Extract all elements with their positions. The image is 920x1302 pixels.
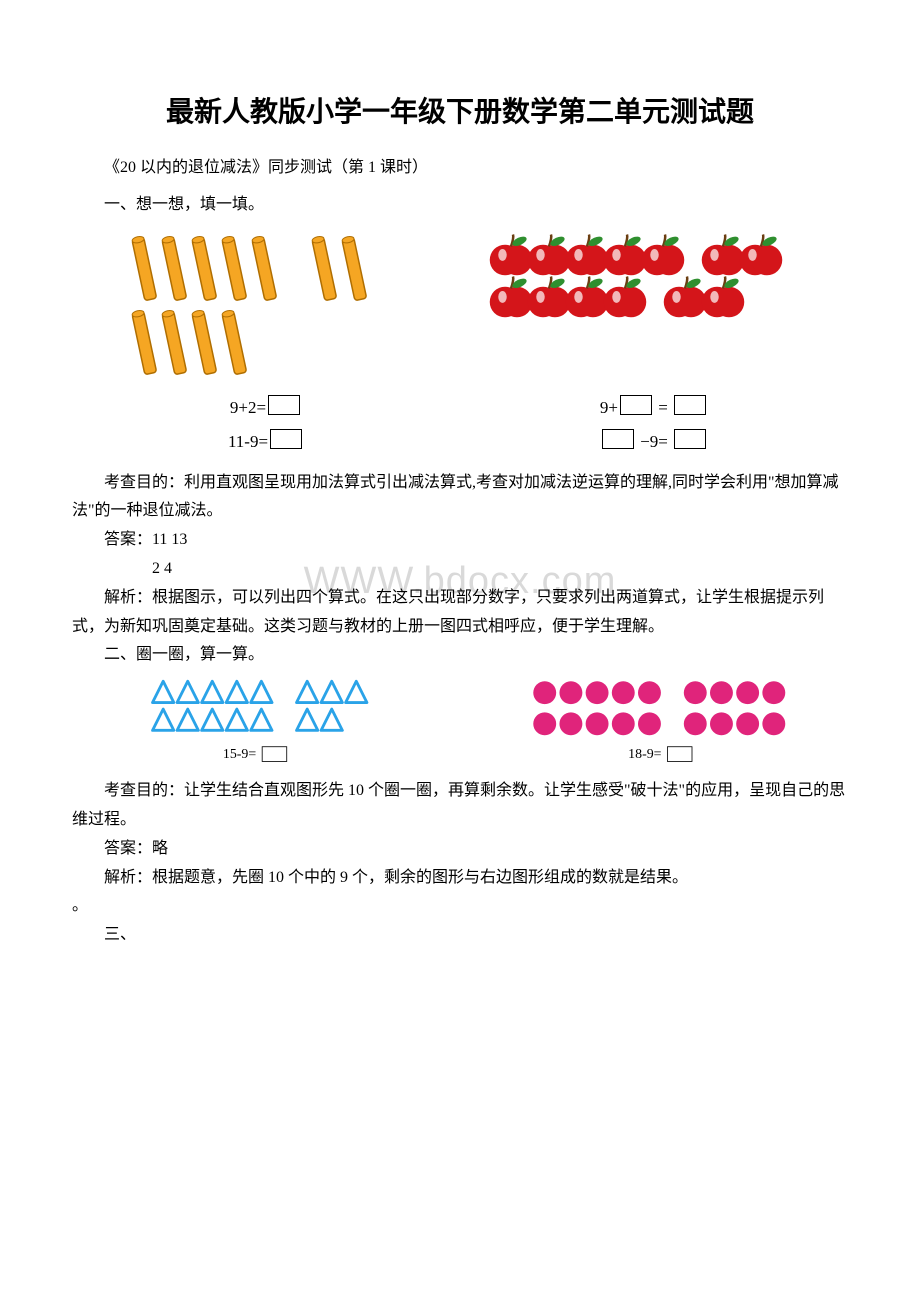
section1-analysis: 解析：根据图示，可以列出四个算式。在这只出现部分数字，只要求列出两道算式，让学生… [72,584,848,642]
eq-text: −9= [636,432,672,451]
apples-figure [488,232,848,387]
eq-9plus-blank: 9+ = [460,391,848,425]
svg-text:18-9=: 18-9= [628,747,661,762]
section1-figures [112,232,848,387]
answer-box [270,429,302,449]
eq-text: 9+2= [230,398,266,417]
answer-box [620,395,652,415]
answer-box [602,429,634,449]
eq-text: 9+ [600,398,618,417]
eq-9plus2: 9+2= [72,391,460,425]
page-title: 最新人教版小学一年级下册数学第二单元测试题 [72,90,848,130]
circles-figure: 18-9= [500,678,848,773]
section1-heading: 一、想一想，填一填。 [72,191,848,220]
section2-answer: 答案：略 [72,835,848,864]
section1-equations: 9+2= 11-9= 9+ = −9= [72,391,848,459]
eq-blank-minus9: −9= [460,425,848,459]
eq-text: 11-9= [228,432,268,451]
section1-purpose: 考查目的：利用直观图呈现用加法算式引出减法算式,考查对加减法逆运算的理解,同时学… [72,469,848,527]
subtitle: 《20 以内的退位减法》同步测试（第 1 课时） [72,154,848,183]
answer-values: 11 13 [152,531,187,548]
section1-answer-line1: 答案：11 13 [72,526,848,555]
section1-answer-line2: 2 4 [72,555,848,584]
section2-analysis: 解析：根据题意，先圈 10 个中的 9 个，剩余的图形与右边图形组成的数就是结果… [72,864,848,893]
answer-box [268,395,300,415]
section2-figures: 15-9= 18-9= [122,678,848,773]
section2-purpose: 考查目的：让学生结合直观图形先 10 个圈一圈，再算剩余数。让学生感受"破十法"… [72,777,848,835]
svg-text:15-9=: 15-9= [223,747,256,762]
answer-box [674,429,706,449]
triangles-figure: 15-9= [122,678,470,773]
sticks-figure [112,232,448,387]
eq-11minus9: 11-9= [72,425,460,459]
section2-heading: 二、圈一圈，算一算。 [72,641,848,670]
answer-box [674,395,706,415]
eq-text: = [654,398,672,417]
answer-label: 答案： [104,531,152,548]
section3-heading: 三、 [72,921,848,950]
